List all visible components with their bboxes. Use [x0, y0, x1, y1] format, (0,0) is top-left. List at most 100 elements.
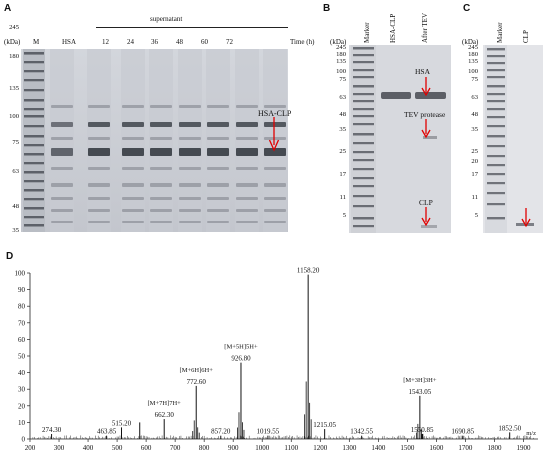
- peak-mz-label: 274.30: [42, 426, 62, 434]
- panel-c-mw-tick: 100: [468, 68, 478, 75]
- panel-b-clp-annotation: CLP: [419, 198, 433, 207]
- y-tick-label: 90: [18, 286, 26, 294]
- panel-c-clp-arrow-icon: [521, 208, 531, 228]
- panel-b-mw-tick: 135: [336, 58, 346, 65]
- panel-c-mw-tick: 245: [468, 44, 478, 51]
- x-tick-label: 1700: [458, 444, 473, 452]
- panel-b-mw-tick: 17: [339, 171, 346, 178]
- panel-c-label: C: [463, 3, 471, 14]
- y-tick-label: 0: [22, 436, 26, 444]
- panel-a-timepoint-label: 48: [176, 38, 183, 46]
- panel-b-kda-label: (kDa): [330, 38, 347, 46]
- peak-ion-label: [M+6H]6H+: [180, 367, 214, 374]
- peak-mz-label: 772.60: [187, 378, 207, 386]
- x-tick-label: 1800: [487, 444, 502, 452]
- x-tick-label: 400: [83, 444, 94, 452]
- y-tick-label: 30: [18, 386, 26, 394]
- panel-b-lane-label: After TEV: [421, 13, 429, 43]
- x-tick-label: 1500: [400, 444, 415, 452]
- panel-c-gel: [483, 45, 543, 233]
- panel-a-timepoint-label: 36: [151, 38, 158, 46]
- y-tick-label: 40: [18, 369, 26, 377]
- panel-a-gel: [21, 49, 288, 232]
- y-tick-label: 100: [15, 270, 26, 278]
- panel-a-marker-lane-label: M: [33, 38, 40, 46]
- y-tick-label: 70: [18, 319, 26, 327]
- panel-a-timepoint-label: 60: [201, 38, 208, 46]
- x-axis-unit-label: m/z: [526, 430, 536, 437]
- panel-b-mw-tick: 48: [339, 111, 346, 118]
- panel-b-lane-label: Marker: [363, 22, 371, 43]
- panel-b-mw-tick: 75: [339, 76, 346, 83]
- y-tick-label: 60: [18, 336, 26, 344]
- peak-ion-label: [M+5H]5H+: [224, 344, 258, 351]
- panel-a-kda-label: (kDa): [4, 38, 21, 46]
- spectrum-noise: [32, 435, 534, 439]
- x-tick-label: 1200: [313, 444, 328, 452]
- peak-ion-label: [M+7H]7H+: [148, 400, 182, 407]
- y-tick-label: 50: [18, 353, 26, 361]
- x-tick-label: 700: [170, 444, 181, 452]
- panel-c-mw-tick: 11: [471, 194, 478, 201]
- panel-b-mw-tick: 100: [336, 68, 346, 75]
- panel-b-mw-tick: 245: [336, 44, 346, 51]
- peak-mz-label: 1690.85: [451, 428, 474, 436]
- panel-a-red-arrow-icon: [268, 117, 280, 152]
- panel-b-hsa-arrow-icon: [421, 77, 431, 97]
- x-tick-label: 1100: [284, 444, 298, 452]
- panel-c-lane-label: Marker: [496, 22, 504, 43]
- panel-a-label: A: [4, 3, 12, 14]
- panel-c-kda-label: (kDa): [462, 38, 479, 46]
- panel-b-mw-tick: 63: [339, 94, 346, 101]
- x-tick-label: 800: [199, 444, 210, 452]
- peak-mz-label: 515.20: [112, 419, 132, 427]
- panel-c-mw-tick: 5: [474, 212, 478, 219]
- panel-c-mw-tick: 17: [471, 171, 478, 178]
- panel-b-label: B: [323, 3, 331, 14]
- panel-a-mw-tick: 48: [12, 203, 19, 210]
- panel-a-timepoint-label: 24: [127, 38, 134, 46]
- y-tick-label: 10: [18, 419, 26, 427]
- peak-ion-label: [M+3H]3H+: [403, 377, 437, 384]
- panel-c-mw-tick: 20: [471, 158, 478, 165]
- panel-c-mw-tick: 180: [468, 51, 478, 58]
- panel-a-hsa-clp-annotation: HSA-CLP: [258, 109, 292, 118]
- x-tick-label: 1300: [342, 444, 357, 452]
- panel-a-supernatant-bracket: [96, 27, 288, 28]
- x-tick-label: 900: [228, 444, 239, 452]
- panel-c-mw-tick: 75: [471, 76, 478, 83]
- panel-a-mw-tick: 35: [12, 227, 19, 234]
- panel-d-mass-spectrum: 0 10 20 30 40 50 60 70 80 90 100 200 300 400 500 600 700…: [15, 262, 538, 452]
- panel-b-mw-tick: 11: [339, 194, 346, 201]
- panel-a-mw-tick: 63: [12, 168, 19, 175]
- peak-ion-label: [M+4H]4H+: [291, 262, 325, 263]
- peak-mz-label: 857.20: [211, 428, 231, 436]
- panel-a-time-axis-label: Time (h): [290, 38, 315, 46]
- x-tick-label: 1900: [516, 444, 531, 452]
- peak-mz-label: 1342.55: [350, 428, 373, 436]
- panel-c-mw-tick: 35: [471, 126, 478, 133]
- panel-b-mw-tick: 35: [339, 126, 346, 133]
- panel-a-hsa-lane-label: HSA: [62, 38, 77, 46]
- panel-a-timepoint-label: 12: [102, 38, 109, 46]
- x-tick-label: 1400: [371, 444, 386, 452]
- panel-c-lane-label: CLP: [522, 30, 530, 43]
- panel-b-mw-tick: 25: [339, 148, 346, 155]
- x-tick-label: 300: [54, 444, 65, 452]
- panel-b-lane-label: HSA-CLP: [389, 13, 397, 43]
- x-tick-label: 500: [112, 444, 123, 452]
- panel-b-clp-arrow-icon: [421, 207, 431, 227]
- x-tick-label: 1000: [255, 444, 270, 452]
- panel-c-mw-tick: 63: [471, 94, 478, 101]
- peak-mz-label: 1550.85: [411, 426, 434, 434]
- panel-a-supernatant-label: supernatant: [150, 15, 183, 23]
- peak-mz-label: 1215.05: [313, 421, 336, 429]
- panel-a-mw-tick: 180: [9, 53, 19, 60]
- peak-mz-label: 463.85: [97, 428, 117, 436]
- panel-d-label: D: [6, 251, 14, 262]
- panel-c-mw-tick: 25: [471, 148, 478, 155]
- x-tick-label: 200: [25, 444, 36, 452]
- x-tick-label: 600: [141, 444, 152, 452]
- panel-b-tev-arrow-icon: [421, 119, 431, 139]
- peak-mz-label: 662.30: [155, 411, 175, 419]
